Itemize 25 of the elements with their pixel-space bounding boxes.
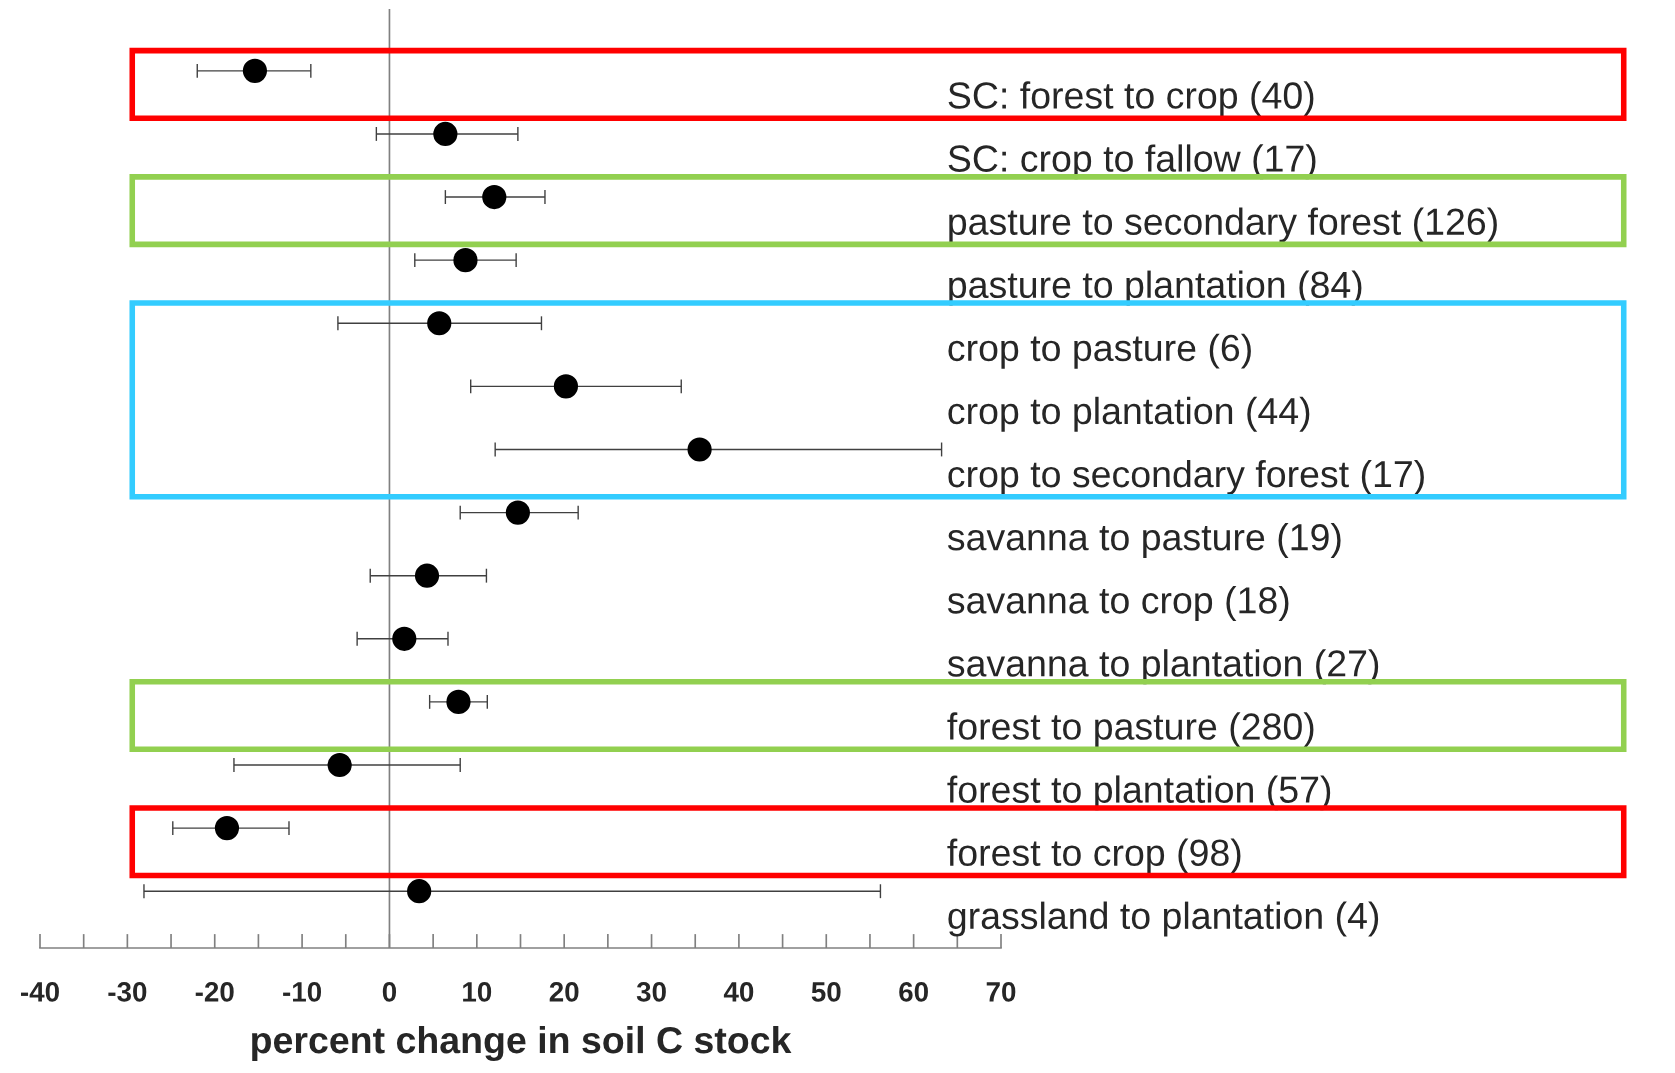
x-tick-label: -20 (195, 982, 234, 1002)
y-tick-label: savanna to crop (18) (947, 586, 1289, 622)
x-tick-label: 30 (636, 982, 666, 1002)
y-tick-label: forest to crop (98) (947, 838, 1241, 874)
y-tick-label: crop to pasture (6) (948, 333, 1251, 369)
y-tick-label: SC: forest to crop (40) (948, 81, 1314, 117)
x-tick-label: 20 (549, 982, 579, 1002)
y-tick-label: savanna to pasture (19) (947, 522, 1341, 558)
x-tick-label: 40 (723, 982, 754, 1002)
x-tick-label: 50 (811, 982, 841, 1002)
y-tick-label: forest to pasture (280) (947, 712, 1314, 748)
y-tick-label: pasture to plantation (84) (949, 270, 1362, 306)
x-tick-label: 60 (899, 982, 928, 1002)
y-tick-label: crop to plantation (44) (948, 396, 1310, 432)
y-tick-label: grassland to plantation (4) (948, 901, 1379, 937)
x-tick-label: 70 (986, 982, 1016, 1002)
y-tick-label: forest to plantation (57) (947, 775, 1331, 811)
x-tick-label: -30 (108, 982, 147, 1002)
x-axis-title: percent change in soil C stock (252, 1025, 792, 1062)
x-tick-label: 0 (382, 982, 397, 1002)
x-tick-label: -40 (21, 982, 59, 1002)
y-tick-label: pasture to secondary forest (126) (949, 207, 1497, 243)
x-tick-label: 10 (463, 982, 492, 1002)
x-tick-label: -10 (283, 982, 322, 1002)
y-tick-label: crop to secondary forest (17) (948, 459, 1424, 495)
